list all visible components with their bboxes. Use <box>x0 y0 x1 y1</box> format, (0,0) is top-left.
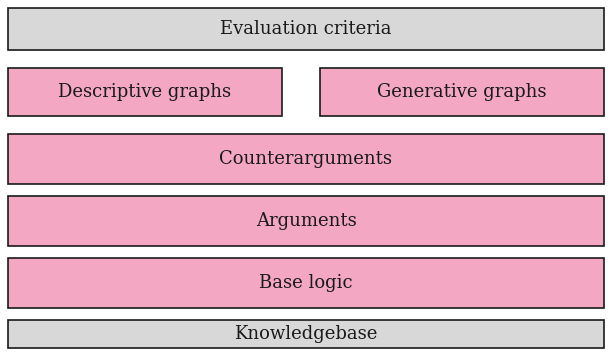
Bar <box>8 134 604 184</box>
Bar <box>8 320 604 348</box>
Bar <box>8 68 282 116</box>
Bar <box>8 8 604 50</box>
Bar <box>320 68 604 116</box>
Text: Descriptive graphs: Descriptive graphs <box>58 83 231 101</box>
Text: Counterarguments: Counterarguments <box>220 150 392 168</box>
Text: Arguments: Arguments <box>256 212 356 230</box>
Bar <box>8 258 604 308</box>
Text: Evaluation criteria: Evaluation criteria <box>220 20 392 38</box>
Text: Base logic: Base logic <box>259 274 353 292</box>
Bar <box>8 196 604 246</box>
Text: Knowledgebase: Knowledgebase <box>234 325 378 343</box>
Text: Generative graphs: Generative graphs <box>377 83 547 101</box>
